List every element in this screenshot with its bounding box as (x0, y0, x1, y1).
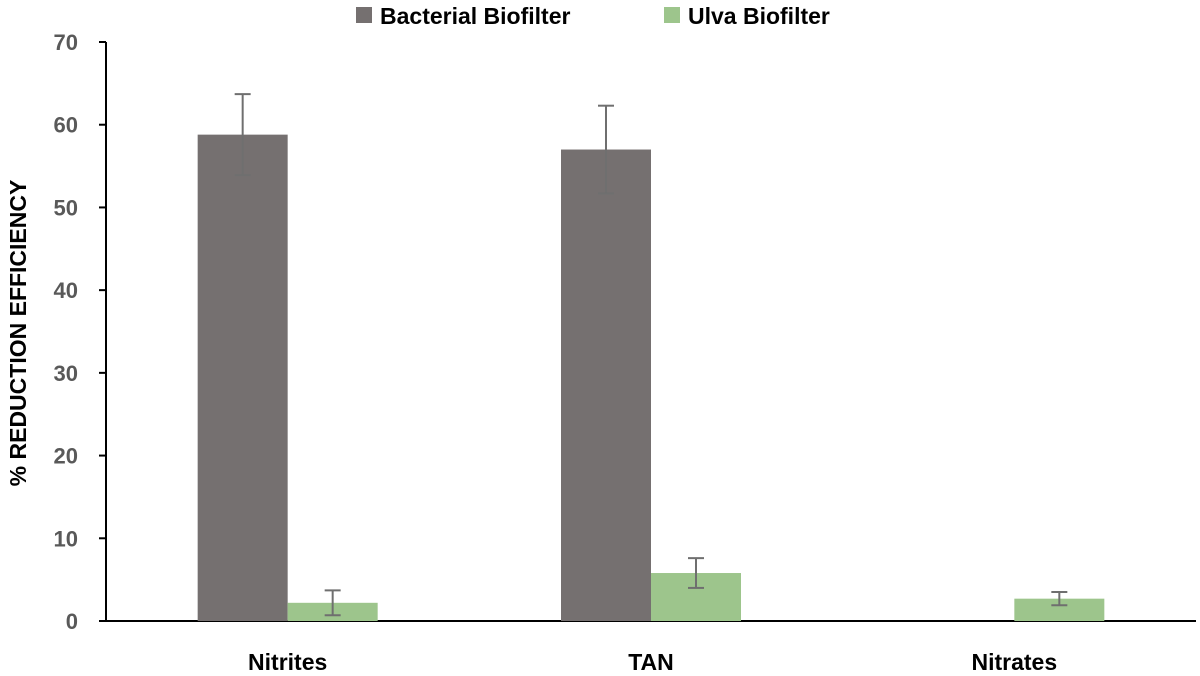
y-axis-title: % REDUCTION EFFICIENCY (5, 180, 31, 487)
y-tick-label: 70 (54, 30, 78, 55)
y-tick-label: 20 (54, 444, 78, 469)
legend-label-bacterial: Bacterial Biofilter (380, 3, 570, 29)
legend-swatch-bacterial (356, 7, 372, 23)
y-tick-label: 40 (54, 278, 78, 303)
y-tick-label: 60 (54, 113, 78, 138)
bar (1014, 598, 1105, 621)
plot-area: 0 10 20 30 40 50 60 70 Nitrites TAN Nitrates (54, 30, 1196, 675)
legend-swatch-ulva (664, 7, 680, 23)
y-tick-label: 0 (66, 609, 78, 634)
y-tick-label: 10 (54, 526, 78, 551)
y-tick-label: 50 (54, 195, 78, 220)
legend: Bacterial Biofilter Ulva Biofilter (356, 3, 830, 29)
x-category-label: Nitrites (248, 649, 327, 675)
bar (197, 134, 288, 621)
bar (561, 149, 651, 621)
legend-label-ulva: Ulva Biofilter (688, 3, 830, 29)
x-category-label: TAN (628, 649, 674, 675)
x-category-label: Nitrates (972, 649, 1058, 675)
y-tick-label: 30 (54, 361, 78, 386)
